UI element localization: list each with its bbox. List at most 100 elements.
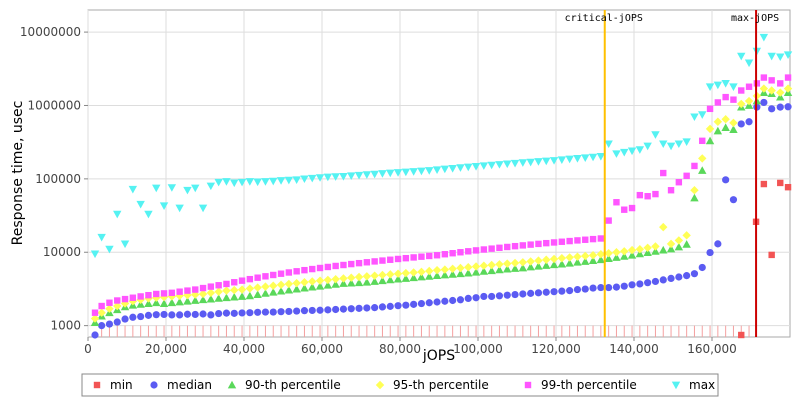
point-max: [276, 177, 286, 185]
point-99-th-percentile: [98, 302, 105, 310]
point-max: [432, 166, 442, 174]
y-tick-label: 10000000: [20, 25, 81, 39]
point-median: [254, 308, 262, 316]
point-max: [479, 162, 489, 170]
point-95-th-percentile: [113, 301, 122, 311]
point-90-th-percentile: [276, 286, 286, 295]
series-median: [91, 98, 792, 339]
point-95-th-percentile: [425, 266, 434, 276]
point-median: [176, 311, 184, 319]
point-max: [690, 113, 699, 122]
point-95-th-percentile: [230, 285, 239, 295]
point-median: [449, 296, 457, 305]
legend-label-min: min: [110, 378, 133, 392]
point-95-th-percentile: [222, 286, 231, 295]
point-95-th-percentile: [456, 263, 465, 273]
point-90-th-percentile: [448, 270, 457, 278]
point-max: [565, 155, 574, 164]
point-max: [245, 178, 255, 186]
series-max: [90, 33, 793, 259]
point-max: [175, 204, 184, 213]
point-max: [425, 167, 434, 175]
point-max: [308, 174, 317, 183]
point-90-th-percentile: [323, 281, 333, 289]
point-99-th-percentile: [582, 236, 589, 243]
point-95-th-percentile: [767, 86, 776, 95]
point-max: [596, 153, 606, 161]
x-tick-label: 80,000: [379, 342, 421, 356]
point-99-th-percentile: [153, 290, 160, 298]
point-median: [760, 98, 768, 107]
point-95-th-percentile: [627, 245, 637, 255]
point-99-th-percentile: [340, 261, 347, 269]
point-max: [682, 138, 691, 146]
point-max: [448, 164, 457, 173]
point-95-th-percentile: [354, 272, 364, 282]
point-max: [767, 52, 776, 61]
point-99-th-percentile: [168, 289, 176, 297]
point-median: [659, 276, 667, 284]
legend-box: [81, 373, 719, 397]
legend-label-max: max: [689, 378, 715, 392]
point-max: [495, 161, 504, 169]
point-95-th-percentile: [362, 272, 372, 281]
point-max: [487, 161, 496, 170]
point-95-th-percentile: [759, 84, 769, 93]
point-99-th-percentile: [527, 241, 534, 248]
point-median: [152, 311, 160, 319]
point-90-th-percentile: [456, 269, 465, 278]
y-tick-label: 1000: [50, 319, 81, 333]
point-max: [627, 147, 637, 156]
point-99-th-percentile: [433, 252, 441, 259]
point-95-th-percentile: [737, 99, 746, 109]
point-median: [441, 297, 449, 305]
point-99-th-percentile: [324, 263, 332, 271]
point-90-th-percentile: [175, 297, 184, 306]
legend-item-max: max: [671, 378, 715, 392]
point-max: [776, 53, 785, 62]
point-median: [183, 310, 192, 318]
point-median: [605, 283, 613, 292]
point-median: [573, 285, 582, 294]
point-max: [471, 162, 481, 171]
point-max: [698, 111, 707, 119]
point-90-th-percentile: [370, 277, 379, 285]
point-90-th-percentile: [713, 126, 723, 135]
point-median: [683, 272, 691, 280]
point-max: [183, 186, 192, 195]
point-90-th-percentile: [354, 278, 364, 287]
point-99-th-percentile: [293, 268, 300, 275]
point-90-th-percentile: [674, 242, 684, 251]
point-median: [706, 248, 714, 257]
point-95-th-percentile: [393, 269, 403, 278]
point-max: [729, 83, 738, 91]
legend-swatch-max: [671, 381, 681, 390]
point-max: [97, 233, 106, 242]
point-99-th-percentile: [745, 83, 753, 90]
point-95-th-percentile: [401, 268, 411, 278]
point-99-th-percentile: [426, 252, 433, 260]
point-90-th-percentile: [510, 264, 520, 272]
legend-swatch-median: [150, 381, 158, 389]
point-max: [191, 184, 200, 193]
point-max: [331, 173, 340, 181]
x-tick-label: 40,000: [223, 342, 265, 356]
point-median: [160, 310, 168, 319]
point-median: [371, 304, 379, 312]
point-median: [503, 291, 511, 299]
point-median: [91, 331, 99, 339]
point-95-th-percentile: [105, 304, 114, 313]
point-median: [386, 302, 394, 310]
point-min: [768, 251, 775, 259]
point-median: [230, 309, 238, 317]
point-90-th-percentile: [643, 248, 652, 256]
point-95-th-percentile: [292, 278, 301, 288]
point-95-th-percentile: [206, 288, 216, 298]
point-min: [760, 180, 768, 188]
marker-label-max-jops: max-jOPS: [731, 13, 779, 24]
point-median: [339, 305, 348, 313]
point-max: [557, 156, 567, 164]
point-max: [783, 51, 793, 60]
point-max: [230, 179, 239, 188]
point-median: [690, 270, 699, 278]
